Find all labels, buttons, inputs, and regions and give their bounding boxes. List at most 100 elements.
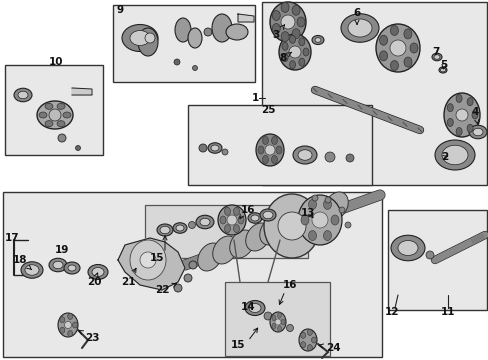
Ellipse shape — [468, 125, 486, 139]
Ellipse shape — [271, 136, 277, 144]
Ellipse shape — [262, 156, 268, 163]
Ellipse shape — [200, 218, 209, 226]
Ellipse shape — [471, 111, 477, 119]
Bar — [387, 210, 486, 310]
Ellipse shape — [307, 329, 312, 336]
Ellipse shape — [196, 215, 214, 229]
Text: 19: 19 — [55, 245, 69, 255]
Ellipse shape — [323, 192, 347, 220]
Ellipse shape — [311, 337, 316, 343]
Circle shape — [140, 252, 156, 268]
Circle shape — [75, 145, 81, 150]
Ellipse shape — [433, 55, 439, 59]
Ellipse shape — [455, 94, 461, 103]
Text: 5: 5 — [440, 60, 447, 70]
Ellipse shape — [229, 230, 254, 258]
Bar — [5, 65, 103, 155]
Circle shape — [58, 134, 66, 142]
Ellipse shape — [323, 231, 331, 240]
Ellipse shape — [25, 265, 39, 275]
Text: 10: 10 — [49, 57, 63, 67]
Ellipse shape — [308, 231, 316, 240]
Ellipse shape — [277, 326, 281, 332]
Circle shape — [425, 251, 433, 259]
Circle shape — [345, 222, 350, 228]
Ellipse shape — [330, 215, 338, 225]
Ellipse shape — [57, 121, 65, 127]
Polygon shape — [238, 14, 253, 22]
Ellipse shape — [260, 209, 275, 221]
Ellipse shape — [130, 240, 165, 280]
Bar — [3, 192, 381, 357]
Ellipse shape — [282, 42, 287, 50]
Ellipse shape — [67, 314, 73, 319]
Text: 8: 8 — [279, 52, 291, 63]
Ellipse shape — [298, 38, 304, 46]
Ellipse shape — [431, 53, 441, 61]
Ellipse shape — [289, 61, 295, 69]
Circle shape — [64, 321, 71, 328]
Ellipse shape — [300, 342, 305, 348]
Text: 14: 14 — [240, 302, 255, 312]
Text: 15: 15 — [149, 253, 164, 263]
Text: 11: 11 — [440, 307, 454, 317]
Ellipse shape — [68, 265, 76, 271]
Ellipse shape — [403, 29, 411, 39]
Ellipse shape — [21, 262, 43, 278]
Ellipse shape — [58, 313, 78, 337]
Text: 12: 12 — [384, 307, 398, 317]
Circle shape — [199, 144, 206, 152]
Circle shape — [325, 152, 334, 162]
Ellipse shape — [269, 2, 305, 42]
Ellipse shape — [271, 156, 277, 163]
Ellipse shape — [225, 24, 247, 40]
Circle shape — [286, 324, 293, 332]
Bar — [224, 282, 329, 356]
Ellipse shape — [263, 211, 272, 219]
Ellipse shape — [49, 258, 67, 272]
Ellipse shape — [441, 145, 467, 165]
Circle shape — [192, 66, 197, 71]
Circle shape — [49, 109, 61, 121]
Circle shape — [222, 149, 227, 155]
Ellipse shape — [88, 265, 108, 279]
Text: 24: 24 — [318, 343, 340, 353]
Ellipse shape — [212, 236, 237, 264]
Circle shape — [274, 319, 281, 325]
Ellipse shape — [297, 150, 311, 160]
Ellipse shape — [212, 14, 231, 42]
Ellipse shape — [272, 10, 280, 21]
Ellipse shape — [197, 243, 222, 271]
Ellipse shape — [301, 215, 308, 225]
Ellipse shape — [347, 19, 371, 37]
Ellipse shape — [308, 199, 316, 210]
Text: 18: 18 — [13, 255, 32, 270]
Bar — [262, 2, 486, 185]
Ellipse shape — [466, 124, 472, 132]
Ellipse shape — [233, 225, 239, 233]
Text: 23: 23 — [79, 330, 99, 343]
Circle shape — [278, 212, 305, 240]
Ellipse shape — [45, 103, 53, 109]
Ellipse shape — [157, 224, 173, 236]
Polygon shape — [72, 88, 92, 95]
Ellipse shape — [379, 35, 387, 45]
Text: 13: 13 — [300, 208, 315, 218]
Ellipse shape — [447, 118, 452, 126]
Text: 4: 4 — [470, 107, 478, 124]
Circle shape — [338, 207, 345, 213]
Circle shape — [188, 221, 195, 229]
Ellipse shape — [397, 240, 417, 256]
Ellipse shape — [466, 98, 472, 106]
Ellipse shape — [258, 146, 264, 154]
Ellipse shape — [275, 211, 300, 239]
Ellipse shape — [210, 145, 219, 151]
Ellipse shape — [122, 24, 158, 51]
Ellipse shape — [256, 134, 284, 166]
Text: 6: 6 — [353, 8, 360, 24]
Text: 20: 20 — [86, 273, 101, 287]
Ellipse shape — [455, 127, 461, 136]
Text: 3: 3 — [272, 25, 284, 40]
Circle shape — [145, 33, 155, 43]
Ellipse shape — [14, 88, 32, 102]
